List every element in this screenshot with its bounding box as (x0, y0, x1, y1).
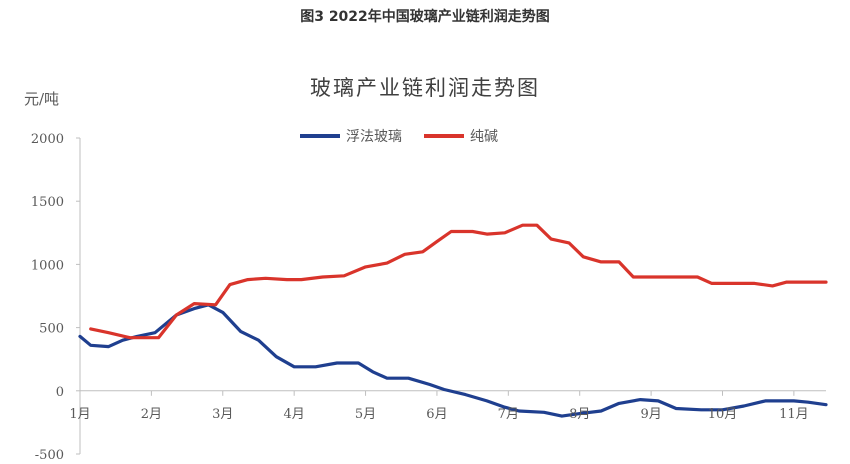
x-tick-label: 8月 (569, 407, 590, 422)
series-line-float-glass (78, 303, 828, 418)
x-tick-label: 11月 (779, 407, 809, 422)
x-tick-label: 5月 (355, 407, 376, 422)
y-axis-unit-label: 元/吨 (24, 90, 60, 108)
figure-caption: 图3 2022年中国玻璃产业链利润走势图 (300, 9, 550, 25)
legend-item-float-glass: 浮法玻璃 (300, 126, 402, 146)
legend-item-soda-ash: 纯碱 (424, 126, 498, 146)
x-tick-label: 9月 (640, 407, 661, 422)
x-tick-label: 4月 (284, 407, 305, 422)
series-line-soda-ash (89, 223, 828, 340)
x-tick-label: 7月 (498, 407, 519, 422)
series-layer (78, 223, 828, 418)
labels-layer: -500 0 500 1000 1500 2000 1月 2月 3月 4月 5月 6月 7月 8月 9月 10… (31, 132, 809, 463)
y-tick-label: 2000 (31, 132, 64, 147)
y-tick-label: -500 (35, 448, 64, 463)
y-tick-label: 1500 (31, 195, 64, 210)
legend-swatch-soda-ash (424, 134, 464, 138)
y-tick-label: 500 (39, 322, 64, 337)
chart-legend: 浮法玻璃 纯碱 (300, 126, 498, 146)
x-tick-label: 6月 (426, 407, 447, 422)
legend-swatch-float-glass (300, 134, 340, 138)
x-tick-label: 10月 (708, 407, 738, 422)
x-tick-label: 2月 (141, 407, 162, 422)
y-tick-label: 1000 (31, 258, 64, 273)
legend-label-soda-ash: 纯碱 (470, 129, 498, 145)
y-tick-label: 0 (56, 385, 64, 400)
x-tick-label: 1月 (69, 407, 90, 422)
chart-title: 玻璃产业链利润走势图 (310, 76, 540, 100)
legend-label-float-glass: 浮法玻璃 (346, 129, 402, 145)
x-tick-label: 3月 (212, 407, 233, 422)
